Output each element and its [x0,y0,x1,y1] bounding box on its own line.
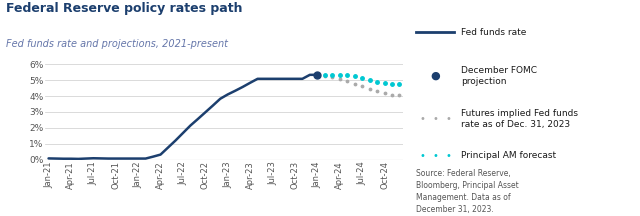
Text: •: • [419,114,426,124]
Point [312,73,323,76]
Text: Futures implied Fed funds
rate as of Dec. 31, 2023: Futures implied Fed funds rate as of Dec… [461,109,578,129]
Text: •: • [432,114,438,124]
Text: Fed funds rate and projections, 2021-present: Fed funds rate and projections, 2021-pre… [6,39,228,49]
Text: Federal Reserve policy rates path: Federal Reserve policy rates path [6,2,243,15]
Text: December FOMC
projection: December FOMC projection [461,65,537,86]
Text: •: • [445,114,451,124]
Text: •: • [419,151,426,160]
Text: Source: Federal Reserve,
Bloomberg, Principal Asset
Management. Data as of
Decem: Source: Federal Reserve, Bloomberg, Prin… [416,169,519,214]
Text: •: • [432,151,438,160]
Text: Principal AM forecast: Principal AM forecast [461,151,556,160]
Text: Fed funds rate: Fed funds rate [461,28,526,37]
Text: ●: ● [430,71,440,81]
Text: •: • [445,151,451,160]
